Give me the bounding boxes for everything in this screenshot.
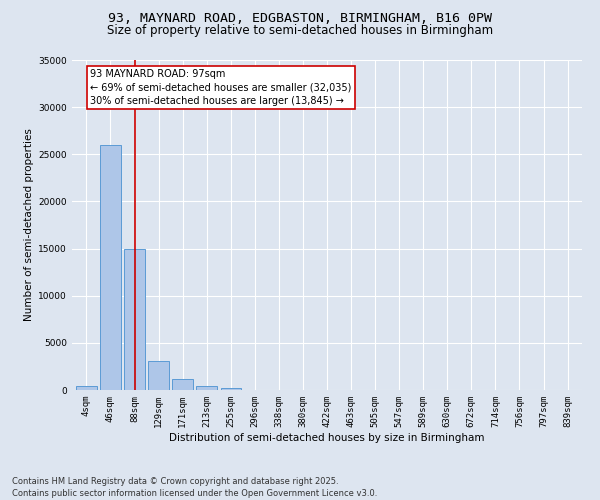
X-axis label: Distribution of semi-detached houses by size in Birmingham: Distribution of semi-detached houses by … [169, 432, 485, 442]
Bar [124, 248, 145, 390]
Text: 93 MAYNARD ROAD: 97sqm
← 69% of semi-detached houses are smaller (32,035)
30% of: 93 MAYNARD ROAD: 97sqm ← 69% of semi-det… [90, 70, 352, 106]
Bar [172, 378, 193, 390]
Text: Contains HM Land Registry data © Crown copyright and database right 2025.
Contai: Contains HM Land Registry data © Crown c… [12, 476, 377, 498]
Bar [100, 145, 121, 390]
Bar [221, 388, 241, 390]
Text: Size of property relative to semi-detached houses in Birmingham: Size of property relative to semi-detach… [107, 24, 493, 37]
Text: 93, MAYNARD ROAD, EDGBASTON, BIRMINGHAM, B16 0PW: 93, MAYNARD ROAD, EDGBASTON, BIRMINGHAM,… [108, 12, 492, 26]
Bar [148, 361, 169, 390]
Y-axis label: Number of semi-detached properties: Number of semi-detached properties [24, 128, 34, 322]
Bar [196, 386, 217, 390]
Bar [76, 386, 97, 390]
